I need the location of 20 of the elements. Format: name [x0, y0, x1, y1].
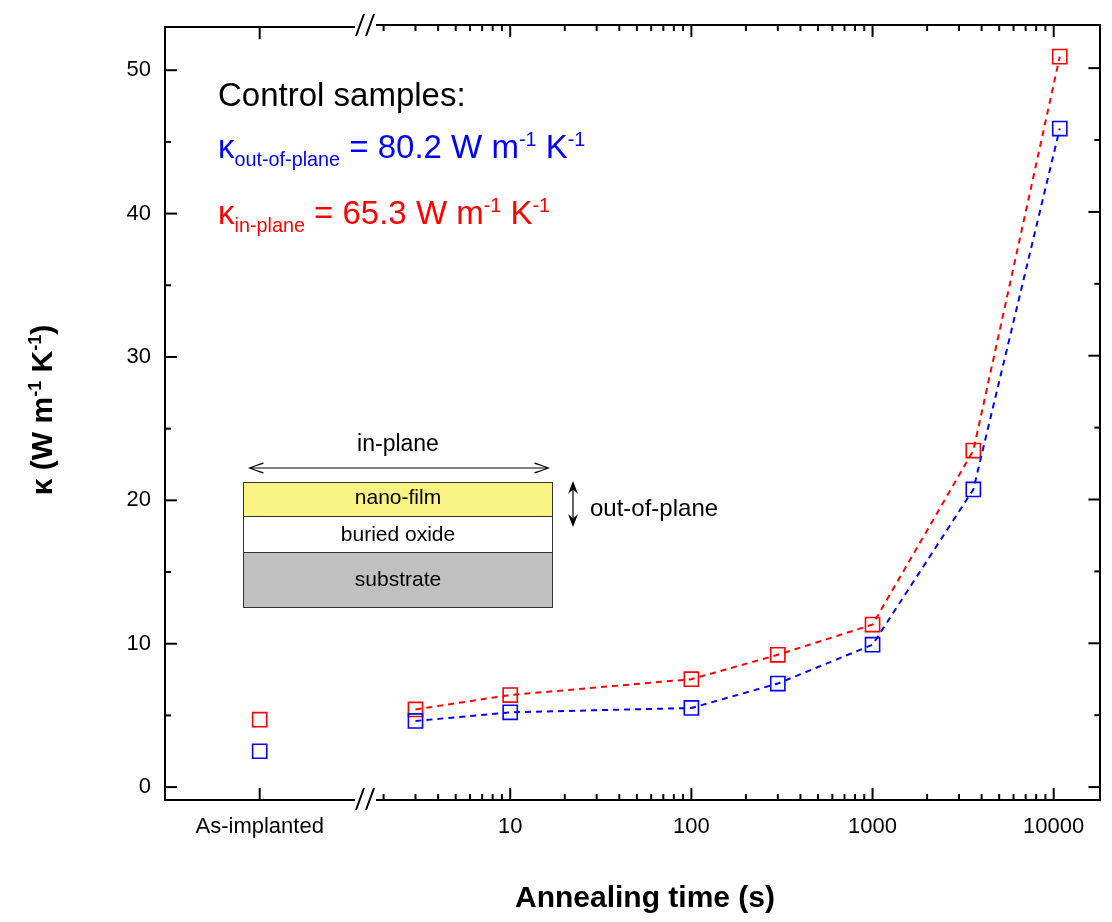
- x-tick-label: 1000: [848, 813, 898, 839]
- annotation: substrate: [354, 567, 442, 591]
- y-tick-label: 10: [126, 629, 151, 655]
- annotation: κ$_{out-of-plane}$ = 80.2 W m$^{-1}$ K$^{-1}$: [218, 128, 586, 171]
- y-tick-label: 40: [126, 199, 151, 225]
- x-tick-label: 10000: [1023, 813, 1085, 839]
- annotation: nano-film: [354, 485, 442, 509]
- annotation: Control samples:: [218, 76, 466, 114]
- y-tick-label: 0: [138, 773, 151, 799]
- y-tick-label: 50: [126, 56, 151, 82]
- y-tick-label: 20: [126, 486, 151, 512]
- y-tick-label: 30: [126, 343, 151, 369]
- x-axis-title: Annealing time (s): [514, 880, 776, 914]
- x-tick-label: 100: [673, 813, 710, 839]
- x-tick-label: As-implanted: [195, 813, 324, 839]
- annotation: κ$_{in-plane}$ = 65.3 W m$^{-1}$ K$^{-1}$: [218, 194, 551, 237]
- annotation: out-of-plane: [590, 494, 719, 522]
- x-tick-label: 10: [497, 813, 523, 839]
- annotation: buried oxide: [340, 522, 456, 546]
- annotation: in-plane: [357, 430, 439, 457]
